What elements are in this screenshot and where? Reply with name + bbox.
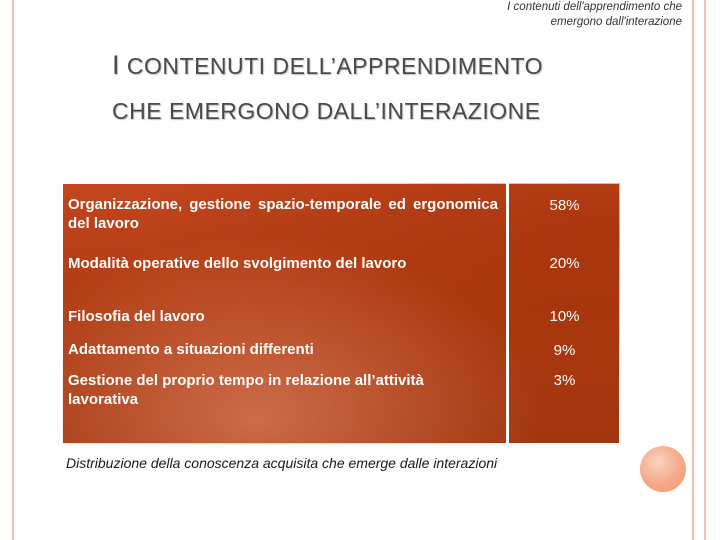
column-divider <box>506 183 509 444</box>
row-label: Organizzazione, gestione spazio-temporal… <box>68 196 498 232</box>
page-title-line-1: I CONTENUTI DELL’APPRENDIMENTO <box>112 44 632 87</box>
page-title-line-1-text: CONTENUTI DELL’APPRENDIMENTO <box>120 53 544 79</box>
row-label: Adattamento a situazioni differenti <box>68 341 314 358</box>
header-note-line-2: emergono dall'interazione <box>550 16 682 28</box>
left-decorative-rule <box>12 0 14 540</box>
row-label: Modalità operative dello svolgimento del… <box>68 255 407 272</box>
right-decorative-rule <box>692 0 694 540</box>
row-value: 10% <box>549 308 580 325</box>
right-decorative-rule-outer <box>704 0 706 540</box>
row-label: Filosofia del lavoro <box>68 308 205 325</box>
page-title-line-2: CHE EMERGONO DALL’INTERAZIONE <box>112 98 541 124</box>
row-label: Gestione del proprio tempo in relazione … <box>68 372 424 408</box>
header-note-line-1: I contenuti dell'apprendimento che <box>507 1 682 13</box>
table-caption: Distribuzione della conoscenza acquisita… <box>66 455 498 471</box>
page-title-initial: I <box>112 50 121 80</box>
row-value: 20% <box>549 255 580 272</box>
row-value: 9% <box>553 342 576 359</box>
decorative-circle <box>640 446 686 492</box>
page-title: I CONTENUTI DELL’APPRENDIMENTO CHE EMERG… <box>112 44 632 132</box>
row-value: 3% <box>553 372 576 389</box>
row-value: 58% <box>549 197 580 214</box>
header-note: I contenuti dell'apprendimento che emerg… <box>422 0 682 30</box>
data-table: Organizzazione, gestione spazio-temporal… <box>62 183 620 444</box>
